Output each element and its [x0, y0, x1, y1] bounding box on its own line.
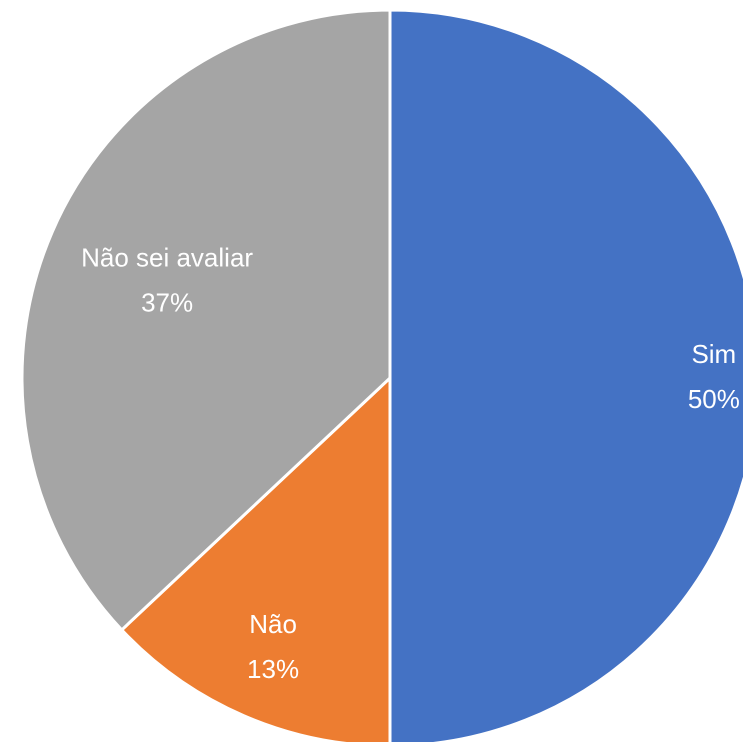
pie-slice — [388, 8, 743, 742]
slice-category-label: Sim — [691, 339, 736, 369]
slice-value-label: 50% — [688, 384, 740, 414]
slice-category-label: Não sei avaliar — [81, 242, 253, 272]
pie-slice — [20, 8, 392, 632]
slice-category-label: Não — [249, 609, 297, 639]
pie-slice — [120, 376, 392, 742]
slice-value-label: 37% — [141, 287, 193, 317]
slice-value-label: 13% — [247, 654, 299, 684]
